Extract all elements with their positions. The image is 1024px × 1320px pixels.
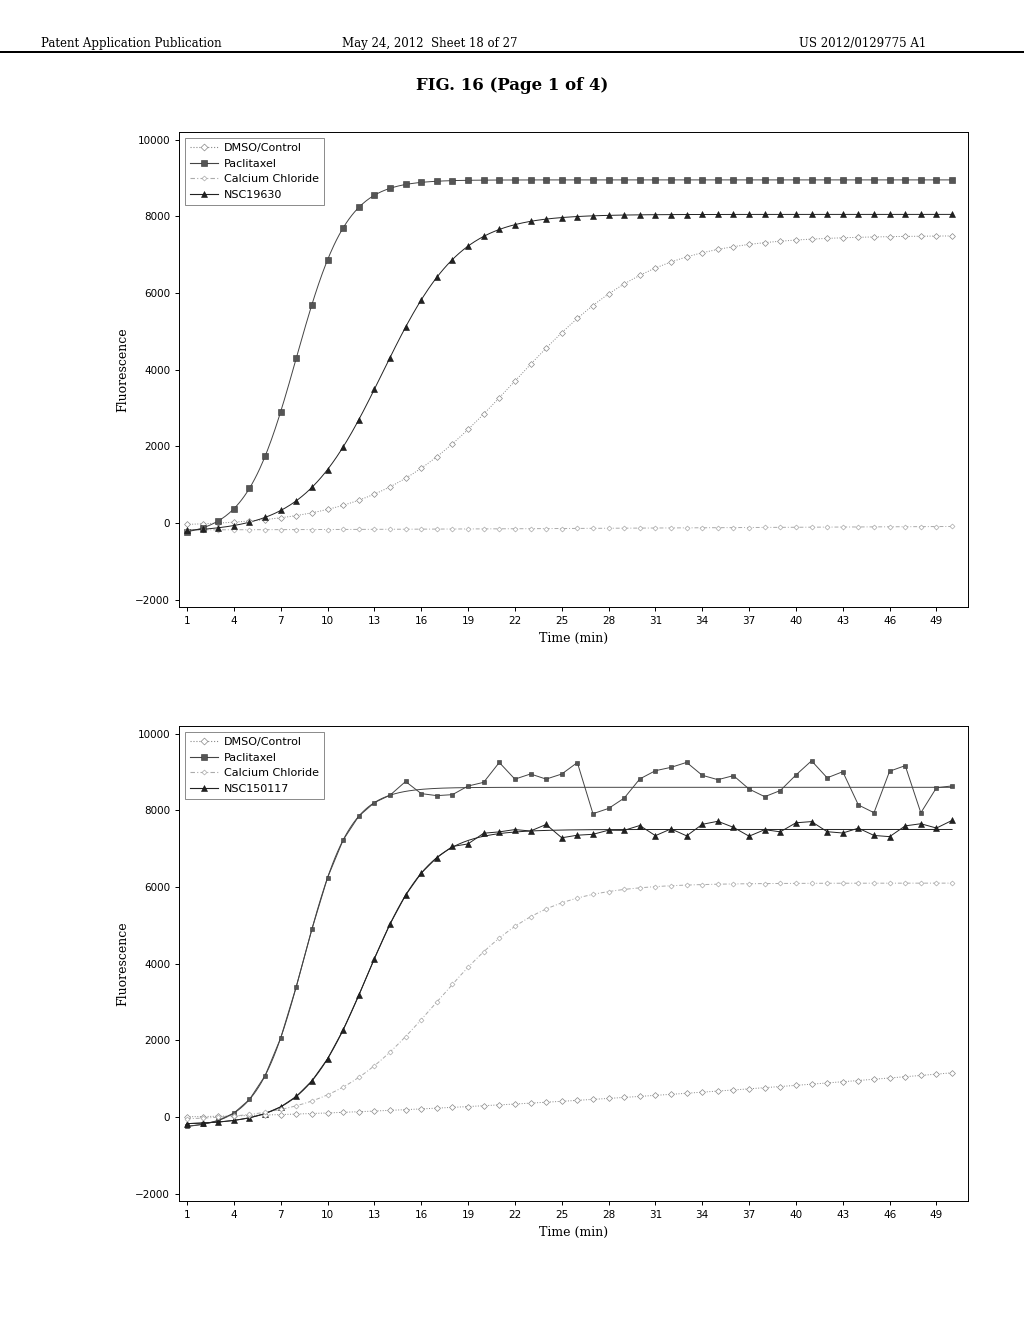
Text: US 2012/0129775 A1: US 2012/0129775 A1: [799, 37, 926, 50]
Legend: DMSO/Control, Paclitaxel, Calcium Chloride, NSC150117: DMSO/Control, Paclitaxel, Calcium Chlori…: [184, 731, 325, 800]
Y-axis label: Fluorescence: Fluorescence: [117, 921, 130, 1006]
Text: Patent Application Publication: Patent Application Publication: [41, 37, 221, 50]
Legend: DMSO/Control, Paclitaxel, Calcium Chloride, NSC19630: DMSO/Control, Paclitaxel, Calcium Chlori…: [184, 137, 325, 206]
Text: May 24, 2012  Sheet 18 of 27: May 24, 2012 Sheet 18 of 27: [342, 37, 518, 50]
Y-axis label: Fluorescence: Fluorescence: [117, 327, 130, 412]
Text: FIG. 16 (Page 1 of 4): FIG. 16 (Page 1 of 4): [416, 77, 608, 94]
X-axis label: Time (min): Time (min): [539, 1226, 608, 1238]
X-axis label: Time (min): Time (min): [539, 632, 608, 644]
